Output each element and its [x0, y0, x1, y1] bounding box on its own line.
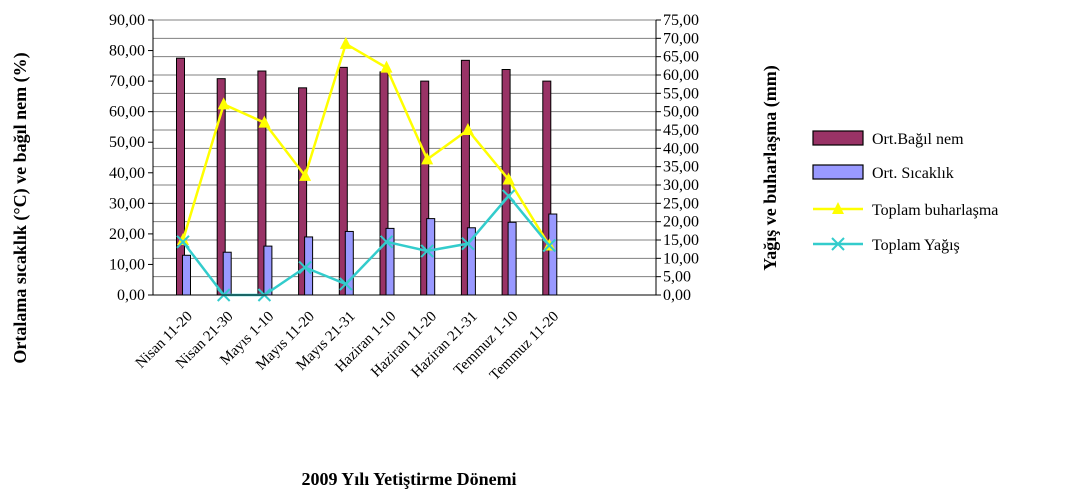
bar-sicaklik: [507, 221, 517, 296]
y-right-tick-label: 10,00: [663, 250, 699, 267]
marker-x: [379, 235, 394, 249]
y-right-tick-label: 55,00: [663, 85, 699, 102]
tick-labels: 0,00 10,00 20,00 30,00 40,00 50,00 60,00 70,00 8…: [109, 12, 699, 384]
line-buharlasma: [181, 41, 551, 247]
y-right-tick-label: 60,00: [663, 67, 699, 84]
y-right-tick-label: 20,00: [663, 214, 699, 231]
legend-swatch: [812, 164, 864, 180]
legend-label: Ort.Bağıl nem: [872, 131, 964, 148]
marker-triangle: [258, 115, 271, 128]
bar-sicaklik: [548, 213, 558, 296]
y-left-tick-label: 20,00: [109, 226, 145, 243]
y-right-tick-label: 65,00: [663, 49, 699, 66]
y-right-tick-label: 50,00: [663, 104, 699, 121]
bar-sicaklik: [182, 254, 191, 296]
axes: [148, 19, 661, 296]
marker-triangle: [832, 202, 844, 214]
marker-triangle: [502, 172, 515, 185]
bar-sicaklik: [222, 251, 232, 296]
y-left-tick-label: 80,00: [109, 43, 145, 60]
legend-label: Toplam Yağış: [872, 237, 960, 254]
marker-triangle: [380, 60, 393, 73]
y-left-tick-label: 30,00: [109, 195, 145, 212]
y-left-tick-label: 60,00: [109, 104, 145, 121]
marker-x: [339, 277, 353, 291]
y-right-tick-label: 25,00: [663, 195, 699, 212]
legend-label: Toplam buharlaşma: [872, 202, 998, 219]
y-axis-left-title: Ortalama sıcaklık (°C) ve bağıl nem (%): [10, 52, 31, 363]
y-left-tick-label: 90,00: [109, 12, 145, 29]
x-axis-title: 2009 Yılı Yetiştirme Dönemi: [301, 469, 516, 489]
bar-sicaklik: [263, 245, 273, 296]
y-left-tick-label: 10,00: [109, 256, 145, 273]
marker-triangle: [177, 233, 189, 245]
line-series-group: [176, 36, 557, 302]
y-left-tick-label: 70,00: [109, 73, 145, 90]
line-yagis: [182, 194, 551, 297]
marker-x: [542, 238, 557, 253]
y-right-tick-label: 15,00: [663, 232, 699, 249]
y-axis-right-title: Yağış ve buharlaşma (mm): [760, 65, 781, 271]
y-right-tick-label: 35,00: [663, 159, 699, 176]
legend: Ort.Bağıl nem Ort. Sıcaklık Toplam buharla…: [812, 130, 998, 254]
y-left-tick-label: 40,00: [109, 165, 145, 182]
y-right-tick-label: 75,00: [663, 12, 699, 29]
marker-triangle: [339, 36, 352, 49]
bar-sicaklik: [426, 218, 436, 296]
marker-x: [176, 235, 190, 249]
marker-x: [298, 260, 312, 275]
gridlines: [153, 19, 656, 296]
marker-x: [831, 237, 845, 251]
legend-swatch: [812, 130, 864, 146]
y-right-tick-label: 40,00: [663, 140, 699, 157]
y-left-tick-label: 0,00: [117, 287, 145, 304]
y-right-tick-label: 0,00: [663, 287, 691, 304]
marker-x: [461, 236, 475, 251]
y-right-tick-label: 30,00: [663, 177, 699, 194]
marker-triangle: [299, 168, 312, 181]
marker-triangle: [461, 123, 474, 135]
y-left-tick-label: 50,00: [109, 134, 145, 151]
marker-triangle: [217, 97, 230, 110]
marker-x: [420, 244, 434, 258]
marker-triangle: [421, 152, 434, 165]
y-right-tick-label: 5,00: [663, 269, 691, 286]
marker-x: [501, 189, 516, 203]
y-right-tick-label: 45,00: [663, 122, 699, 139]
legend-label: Ort. Sıcaklık: [872, 165, 954, 182]
y-right-tick-label: 70,00: [663, 30, 699, 47]
